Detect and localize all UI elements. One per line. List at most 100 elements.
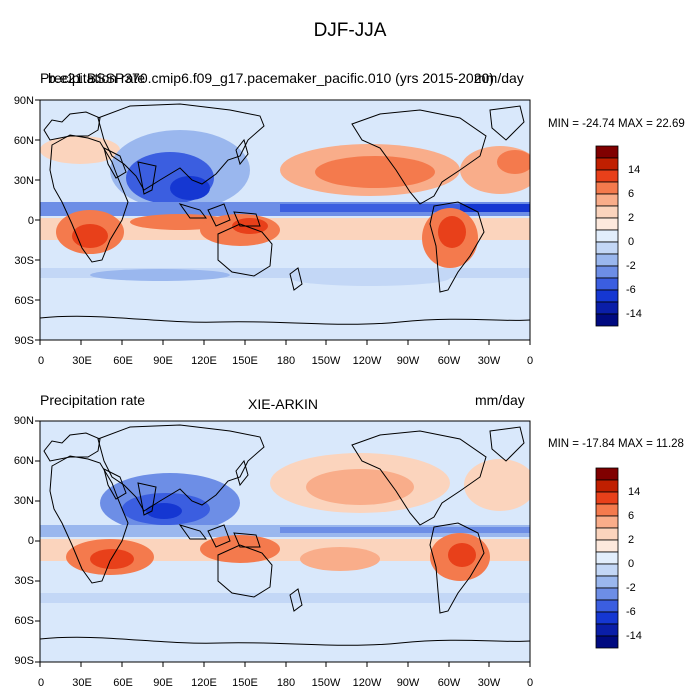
panel-2-colorbar: [595, 467, 619, 649]
colorbar-swatch: [595, 313, 619, 327]
lat-label: 30N: [13, 495, 34, 507]
lon-label: 60E: [113, 677, 133, 689]
colorbar-label: 14: [628, 486, 641, 498]
colorbar-swatch: [595, 611, 619, 625]
lon-label: 0: [37, 355, 45, 367]
lat-label: 90N: [13, 415, 34, 427]
colorbar-swatch: [595, 587, 619, 601]
colorbar-label: 6: [628, 510, 635, 522]
lat-label: 30N: [13, 175, 34, 187]
lon-label: 180: [276, 677, 296, 689]
panel-2-map: [40, 421, 530, 662]
colorbar-swatch: [595, 491, 619, 505]
colorbar-swatch: [595, 527, 619, 541]
panel-1-colorbar: [595, 145, 619, 327]
panel-1-left-title: Precipitation rate: [40, 70, 146, 86]
colorbar-swatch: [595, 551, 619, 565]
colorbar-swatch: [595, 157, 619, 171]
lat-label: 60N: [13, 455, 34, 467]
lon-label: 90W: [396, 355, 420, 367]
lon-label: 0: [526, 355, 534, 367]
colorbar-label: 2: [628, 212, 635, 224]
panel-2-left-title: Precipitation rate: [40, 392, 146, 408]
colorbar-label: -2: [626, 260, 636, 272]
colorbar-swatch: [595, 217, 619, 231]
lon-label: 0: [526, 677, 534, 689]
lat-label: 90S: [14, 655, 34, 667]
colorbar-label: -14: [626, 308, 642, 320]
lon-label: 0: [37, 677, 45, 689]
lon-label: 30W: [477, 355, 501, 367]
lon-label: 30E: [72, 677, 92, 689]
lat-label: 90N: [13, 95, 34, 107]
colorbar-swatch: [595, 467, 619, 481]
colorbar-swatch: [595, 563, 619, 577]
colorbar-label: 0: [628, 236, 635, 248]
colorbar-swatch: [595, 599, 619, 613]
colorbar-swatch: [595, 265, 619, 279]
page-title: DJF-JJA: [313, 20, 387, 41]
lon-label: 60E: [113, 355, 133, 367]
lon-label: 150E: [232, 355, 258, 367]
lon-label: 90W: [396, 677, 420, 689]
panel-1-ticks: [35, 99, 531, 345]
panel-2-center-title: XIE-ARKIN: [248, 396, 319, 412]
colorbar-swatch: [595, 479, 619, 493]
lon-label: 120W: [352, 355, 382, 367]
colorbar-label: -6: [626, 606, 636, 618]
colorbar-label: -2: [626, 582, 636, 594]
panel-1-map: [40, 100, 530, 340]
colorbar-swatch: [595, 205, 619, 219]
lon-label: 30E: [72, 355, 92, 367]
colorbar-swatch: [595, 277, 619, 291]
lon-label: 60W: [437, 677, 461, 689]
lat-label: 60S: [14, 295, 34, 307]
colorbar-label: -6: [626, 284, 636, 296]
lon-label: 180: [276, 355, 296, 367]
panel-2-ticks: [35, 420, 531, 667]
colorbar-label: 14: [628, 164, 641, 176]
lat-label: 0: [27, 215, 34, 227]
colorbar-swatch: [595, 145, 619, 159]
colorbar-swatch: [595, 253, 619, 267]
colorbar-swatch: [595, 241, 619, 255]
lon-label: 90E: [153, 355, 173, 367]
lon-label: 150W: [311, 677, 341, 689]
lat-label: 60N: [13, 135, 34, 147]
colorbar-swatch: [595, 193, 619, 207]
lon-label: 150E: [232, 677, 258, 689]
lat-label: 30S: [14, 255, 34, 267]
panel-2-units: mm/day: [475, 392, 525, 408]
lon-label: 90E: [153, 677, 173, 689]
colorbar-swatch: [595, 623, 619, 637]
colorbar-swatch: [595, 515, 619, 529]
colorbar-swatch: [595, 575, 619, 589]
lon-label: 30W: [477, 677, 501, 689]
lon-label: 150W: [311, 355, 341, 367]
colorbar-swatch: [595, 635, 619, 649]
lat-label: 60S: [14, 615, 34, 627]
colorbar-swatch: [595, 503, 619, 517]
colorbar-swatch: [595, 169, 619, 183]
lon-label: 120E: [191, 355, 217, 367]
panel-1-min-max: MIN = -24.74 MAX = 22.69: [548, 118, 685, 130]
colorbar-label: 6: [628, 188, 635, 200]
lat-label: 90S: [14, 335, 34, 347]
lon-label: 120E: [191, 677, 217, 689]
panel-1-units: mm/day: [474, 70, 524, 86]
colorbar-swatch: [595, 229, 619, 243]
panel-1-center-title: b.e21.BSSP370.cmip6.f09_g17.pacemaker_pa…: [48, 70, 494, 86]
lon-label: 120W: [352, 677, 382, 689]
colorbar-swatch: [595, 289, 619, 303]
colorbar-swatch: [595, 181, 619, 195]
panel-2-min-max: MIN = -17.84 MAX = 11.28: [548, 438, 684, 450]
colorbar-swatch: [595, 539, 619, 553]
lat-label: 0: [27, 535, 34, 547]
colorbar-swatch: [595, 301, 619, 315]
colorbar-label: -14: [626, 630, 642, 642]
lon-label: 60W: [437, 355, 461, 367]
colorbar-label: 0: [628, 558, 635, 570]
lat-label: 30S: [14, 575, 34, 587]
colorbar-label: 2: [628, 534, 635, 546]
